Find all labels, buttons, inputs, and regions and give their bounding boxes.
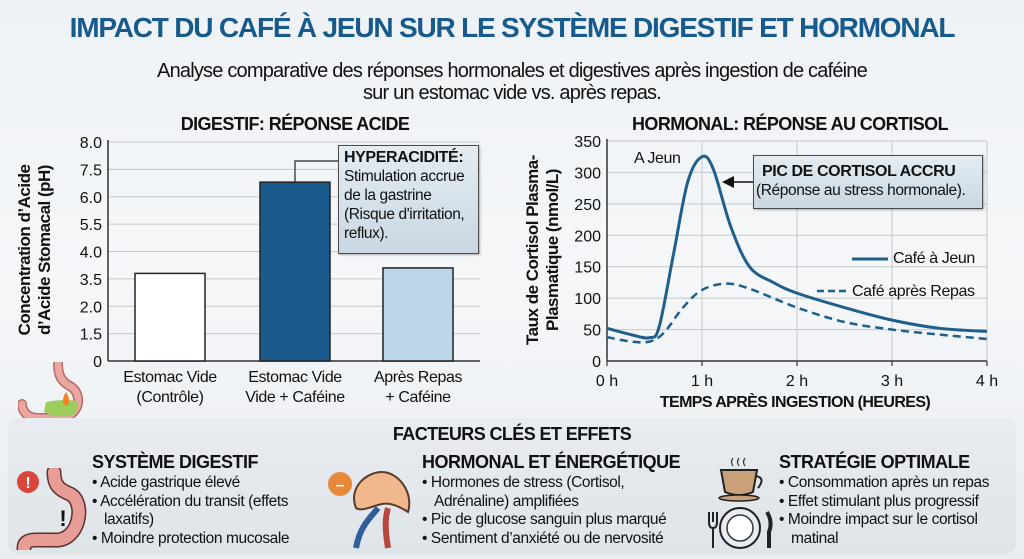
x-category-label: Estomac Vide Vide + Caféine: [225, 368, 365, 408]
annotation-title: HYPERACIDITÉ:: [344, 149, 464, 166]
bullet-item: • Moindre impact sur le cortisol matinal: [779, 511, 978, 547]
y-tick-label: 150: [574, 260, 601, 277]
line-chart: 0 50 100 150 200 250 300 350 0 h 1 h 2 h 3 h 4 h: [574, 134, 998, 390]
stomach-acid-icon: [18, 362, 84, 420]
bullet-item: • Hormones de stress (Cortisol, Adrénali…: [422, 474, 625, 510]
category-line-1: Estomac Vide: [123, 369, 217, 386]
x-tick-label: 1 h: [691, 373, 713, 390]
category-line-1: Après Repas: [373, 369, 463, 386]
line-chart-title: HORMONAL: RÉPONSE AU CORTISOL: [632, 114, 949, 134]
series-line-fasting: [606, 154, 988, 340]
y-tick-label: 100: [574, 291, 601, 308]
y-tick-label: 2.0: [80, 299, 102, 316]
y-tick-label: 0: [93, 354, 102, 371]
x-tick-label: 4 h: [976, 373, 998, 390]
cortisol-peak-annotation: PIC DE CORTISOL ACCRU (Réponse au stress…: [753, 155, 983, 209]
annotation-text: (Réponse au stress hormonale).: [756, 182, 966, 199]
factor-bullets-hormonal: • Hormones de stress (Cortisol, Adrénali…: [422, 474, 682, 548]
y-tick-label: 200: [574, 228, 601, 245]
stomach-alert-icon: ! !: [16, 468, 87, 550]
y-tick-label: 50: [583, 323, 601, 340]
legend-label-fasting: Café à Jeun: [893, 250, 975, 267]
svg-text:!: !: [59, 506, 66, 531]
y-tick-label: 6.0: [80, 190, 102, 207]
bar: [259, 181, 331, 362]
arrow-head-icon: [722, 176, 734, 188]
page-title: IMPACT DU CAFÉ À JEUN SUR LE SYSTÈME DIG…: [69, 12, 956, 43]
annotation-line: de la gastrine: [344, 187, 432, 204]
legend-label-after-meal: Café après Repas: [852, 283, 975, 300]
subtitle-line-1: Analyse comparative des réponses hormona…: [157, 60, 868, 82]
category-line-1: Estomac Vide: [248, 369, 342, 386]
x-category-label: Estomac Vide (Contrôle): [100, 368, 240, 408]
peak-label: A Jeun: [634, 150, 681, 167]
hyperacidity-annotation: HYPERACIDITÉ: Stimulation accrue de la g…: [338, 145, 479, 254]
y-tick-label: 3.5: [80, 272, 102, 289]
bar-chart: 0 1.5 2.0 3.5 4.0 5.5 6.0 7.5 8.0: [80, 135, 480, 371]
y-tick-label: 7.5: [80, 162, 102, 179]
category-line-2: Vide + Caféine: [245, 389, 345, 406]
category-line-2: (Contrôle): [136, 389, 204, 406]
factor-title-strategy: STRATÉGIE OPTIMALE: [779, 452, 970, 472]
factors-title: FACTEURS CLÉS ET EFFETS: [392, 424, 632, 444]
factor-bullets-strategy: • Consommation après un repas • Effet st…: [779, 474, 1014, 548]
y-tick-label: 5.5: [80, 217, 102, 234]
series-line-after-meal: [606, 282, 988, 344]
y-tick-label: 350: [574, 134, 601, 151]
annotation-title: PIC DE CORTISOL ACCRU: [762, 163, 956, 180]
bar: [382, 267, 454, 362]
annotation-line: Stimulation accrue: [344, 168, 465, 185]
y-tick-label: 0: [592, 354, 601, 371]
category-line-2: + Caféine: [385, 389, 451, 406]
x-tick-label: 3 h: [881, 373, 903, 390]
x-tick-label: 0 h: [596, 373, 618, 390]
subtitle-line-2: sur un estomac vide vs. après repas.: [362, 82, 662, 104]
factor-title-hormonal: HORMONAL ET ÉNERGÉTIQUE: [422, 452, 681, 472]
bullet-item: • Consommation après un repas: [779, 474, 990, 491]
bullet-item: • Pic de glucose sanguin plus marqué: [422, 511, 667, 528]
y-tick-label: 250: [574, 197, 601, 214]
y-tick-label: 4.0: [80, 245, 102, 262]
annotation-line: (Risque d'irritation,: [344, 206, 465, 223]
bullet-item: • Sentiment d’anxiété ou de nervosité: [422, 529, 664, 547]
annotation-line: reflux).: [344, 225, 389, 242]
coffee-and-plate-icon: [708, 457, 773, 549]
bullet-item: • Accélération du transit (effets laxati…: [92, 492, 289, 529]
y-tick-label: 1.5: [80, 327, 102, 344]
line-chart-x-label: TEMPS APRÈS INGESTION (HEURES): [659, 394, 931, 411]
bar: [134, 272, 206, 362]
x-tick-label: 2 h: [786, 373, 808, 390]
factors-panel: [8, 418, 1016, 554]
alert-badge: !: [25, 475, 30, 492]
bullet-item: • Acide gastrique élevé: [92, 474, 240, 491]
bar-chart-title: DIGESTIF: RÉPONSE ACIDE: [180, 114, 410, 134]
factor-bullets-digestive: • Acide gastrique élevé • Accélération d…: [92, 474, 322, 548]
y-tick-label: 300: [574, 165, 601, 182]
factor-title-digestive: SYSTÈME DIGESTIF: [92, 452, 259, 472]
adrenal-gland-icon: –: [328, 470, 411, 549]
bullet-item: • Moindre protection mucosale: [92, 529, 290, 547]
annotation-bracket: [294, 160, 338, 183]
bullet-item: • Effet stimulant plus progressif: [779, 492, 979, 510]
x-category-label: Après Repas + Caféine: [348, 368, 488, 408]
minus-badge: –: [336, 477, 345, 494]
y-tick-label: 8.0: [80, 135, 102, 152]
